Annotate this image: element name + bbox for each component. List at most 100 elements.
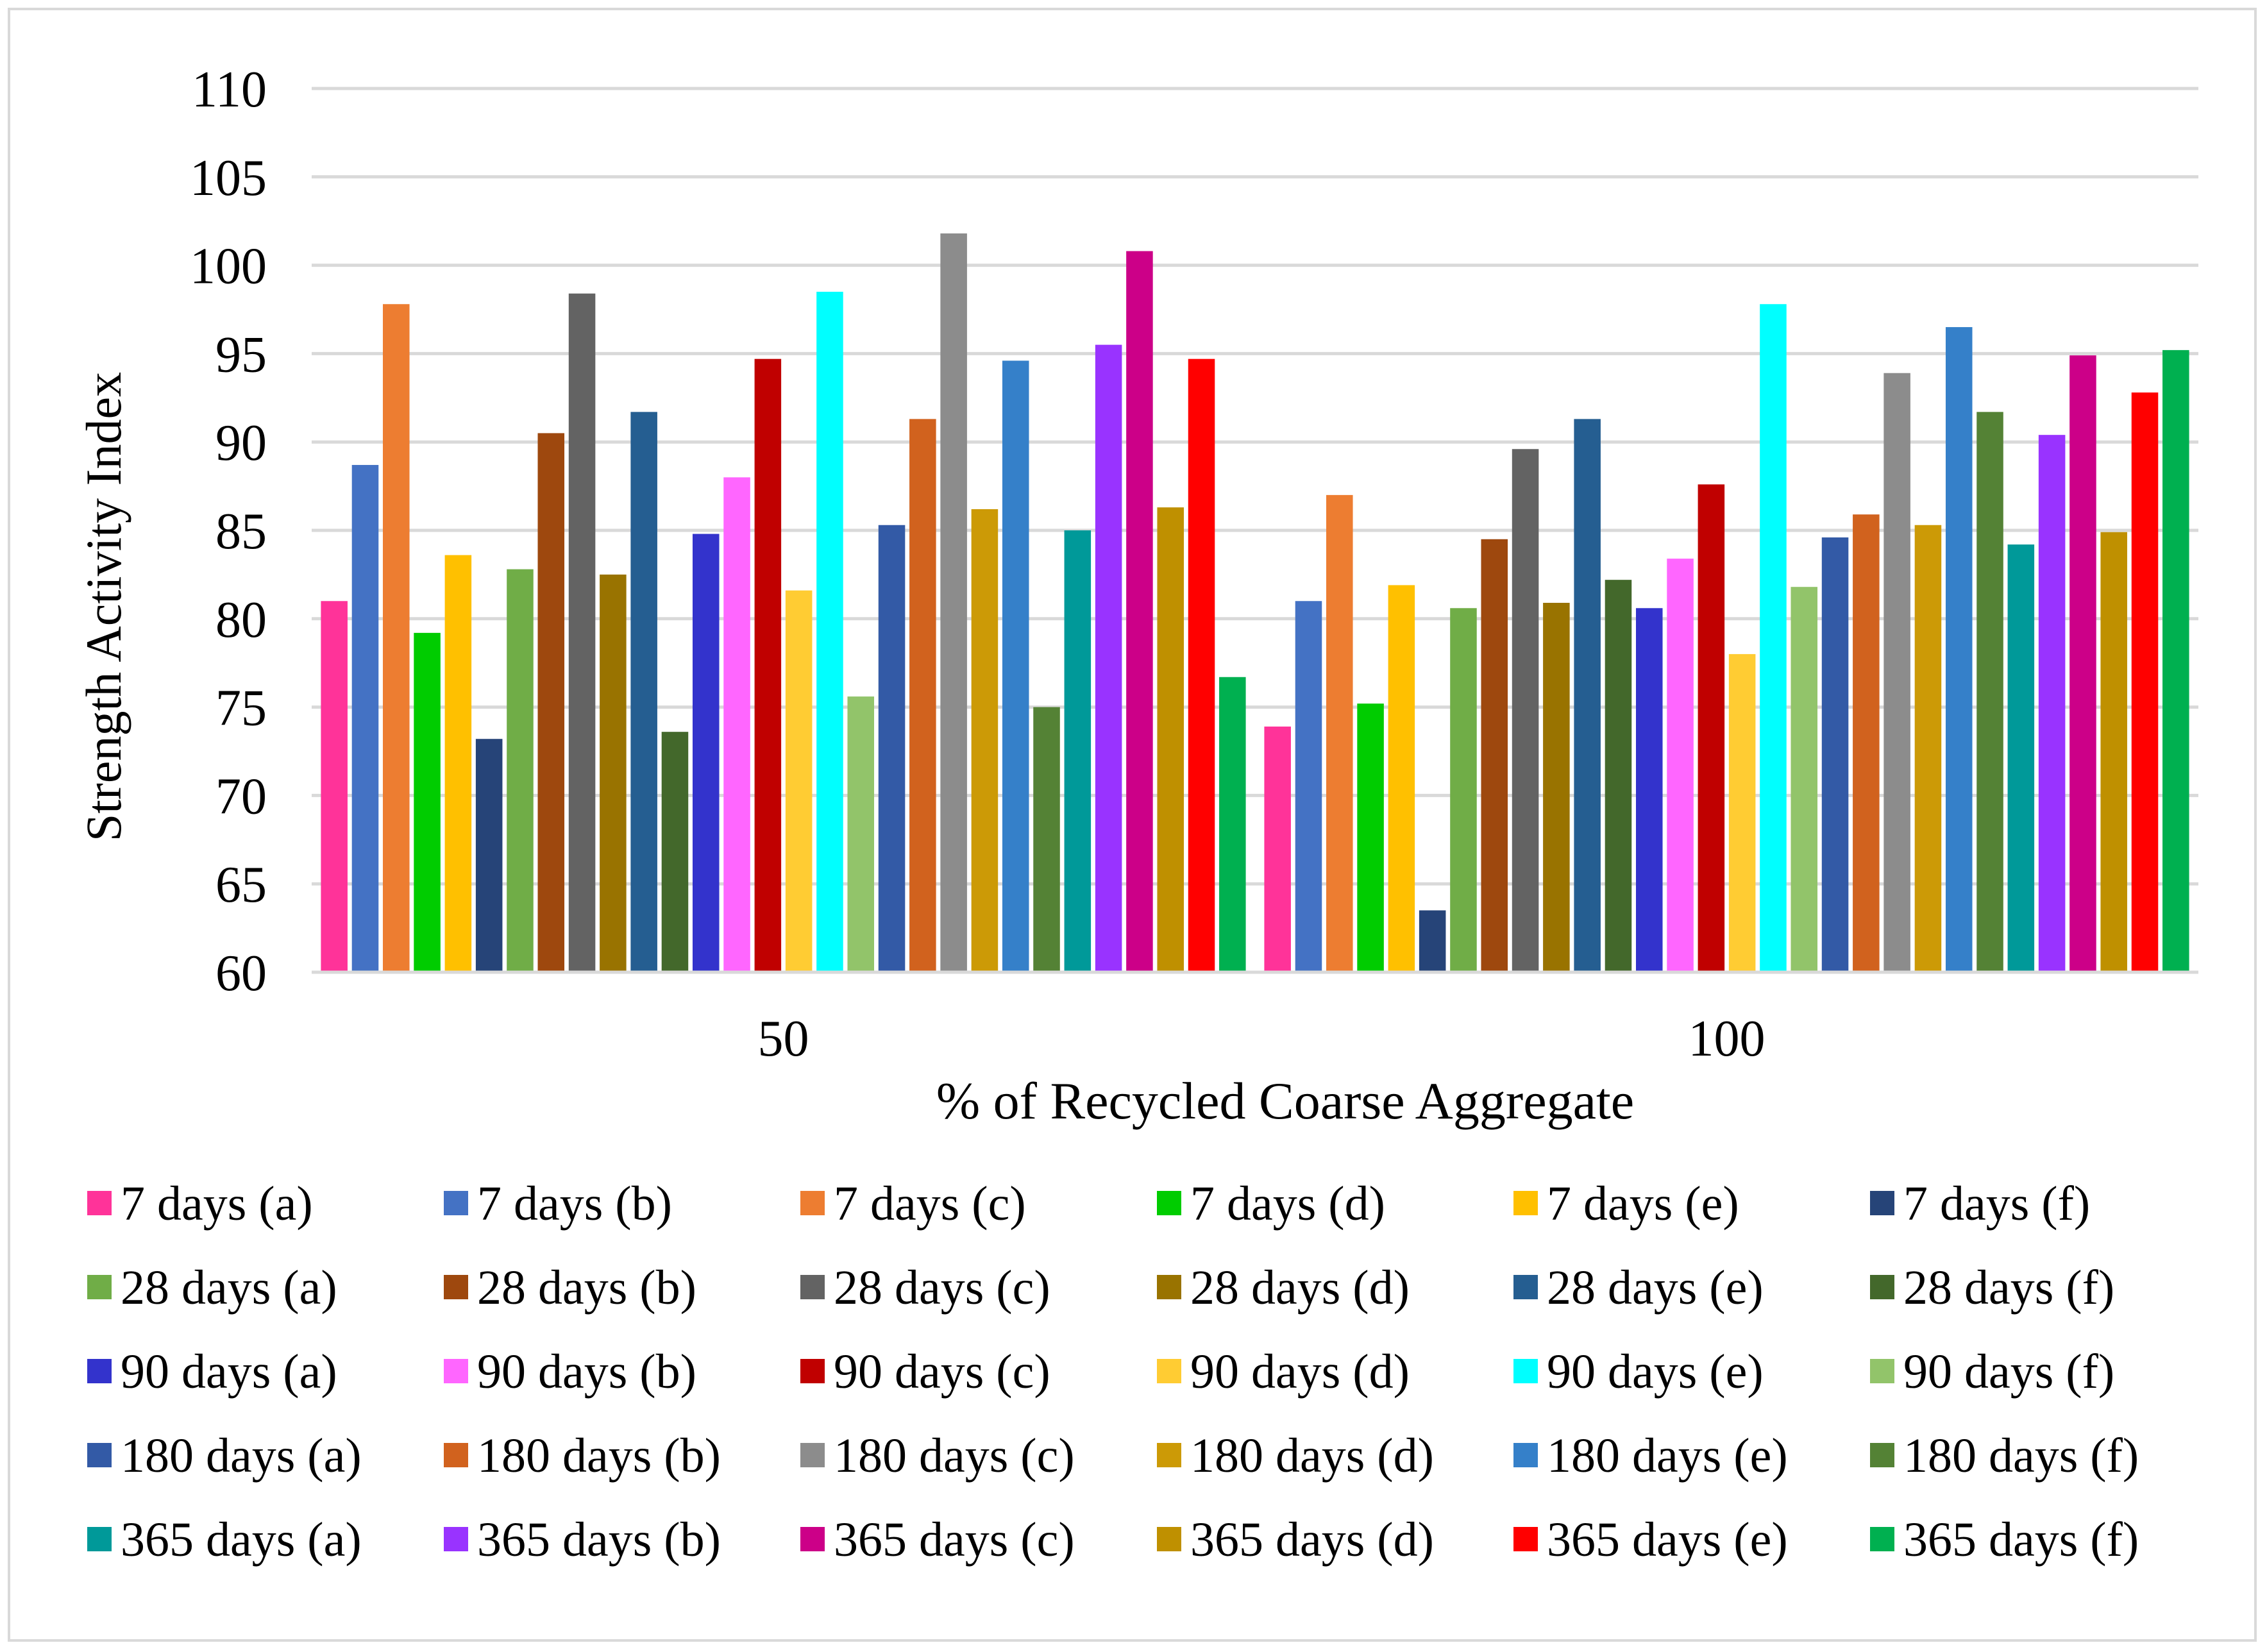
legend-swatch xyxy=(444,1443,468,1467)
legend-label: 365 days (a) xyxy=(121,1513,362,1567)
bar-90-days-a-50 xyxy=(692,534,720,972)
legend-label: 28 days (b) xyxy=(477,1261,696,1315)
bar-180-days-b-50 xyxy=(909,419,936,972)
legend-swatch xyxy=(1157,1527,1181,1551)
bar-365-days-b-50 xyxy=(1095,344,1122,972)
bar-180-days-a-100 xyxy=(1821,537,1849,972)
y-tick-label: 70 xyxy=(215,768,267,825)
legend-label: 28 days (c) xyxy=(834,1261,1050,1315)
legend-swatch xyxy=(444,1359,468,1383)
legend-swatch xyxy=(1870,1443,1894,1467)
legend-swatch xyxy=(1870,1275,1894,1299)
legend-swatch xyxy=(444,1527,468,1551)
legend-swatch xyxy=(800,1443,825,1467)
bar-28-days-e-50 xyxy=(630,412,657,972)
bar-365-days-f-50 xyxy=(1219,677,1246,972)
bar-7-days-c-50 xyxy=(383,304,410,973)
legend-label: 90 days (e) xyxy=(1547,1345,1764,1399)
legend-swatch xyxy=(87,1527,112,1551)
bar-7-days-e-50 xyxy=(444,555,472,972)
y-axis-label: Strength Activity Index xyxy=(76,372,131,841)
legend-swatch xyxy=(1513,1443,1538,1467)
legend-label: 180 days (f) xyxy=(1903,1429,2139,1483)
bar-365-days-c-100 xyxy=(2069,355,2096,972)
legend-swatch xyxy=(1157,1191,1181,1215)
legend-label: 180 days (c) xyxy=(834,1429,1075,1483)
bar-180-days-c-100 xyxy=(1884,373,1910,972)
bar-28-days-b-100 xyxy=(1481,539,1508,972)
bar-365-days-b-100 xyxy=(2038,435,2066,972)
bar-28-days-f-50 xyxy=(661,732,689,972)
legend-swatch xyxy=(87,1443,112,1467)
bar-7-days-d-100 xyxy=(1357,704,1384,972)
legend-swatch xyxy=(87,1359,112,1383)
legend-label: 28 days (f) xyxy=(1903,1261,2114,1315)
legend-swatch xyxy=(800,1191,825,1215)
legend-label: 90 days (b) xyxy=(477,1345,696,1399)
bar-180-days-f-50 xyxy=(1033,707,1060,972)
legend-swatch xyxy=(1870,1191,1894,1215)
y-tick-label: 85 xyxy=(215,503,267,560)
legend-label: 90 days (c) xyxy=(834,1345,1050,1399)
x-axis-ticks: 50 100 xyxy=(758,1011,1766,1067)
y-tick-label: 100 xyxy=(190,239,267,295)
legend-label: 180 days (e) xyxy=(1547,1429,1788,1483)
legend-swatch xyxy=(1157,1275,1181,1299)
legend-label: 365 days (f) xyxy=(1903,1513,2139,1567)
bar-28-days-c-100 xyxy=(1512,449,1539,972)
bar-180-days-c-50 xyxy=(940,233,967,973)
bar-365-days-a-100 xyxy=(2007,544,2035,972)
bar-90-days-d-50 xyxy=(785,590,813,972)
bar-90-days-e-50 xyxy=(816,291,843,973)
bar-90-days-b-100 xyxy=(1667,559,1694,972)
bar-365-days-a-50 xyxy=(1064,530,1091,972)
legend-swatch xyxy=(1513,1191,1538,1215)
y-tick-label: 105 xyxy=(190,150,267,206)
bar-7-days-b-50 xyxy=(351,465,379,972)
bar-7-days-b-100 xyxy=(1295,601,1322,972)
legend-swatch xyxy=(800,1275,825,1299)
bar-180-days-f-100 xyxy=(1976,412,2003,972)
legend-label: 7 days (d) xyxy=(1190,1177,1385,1231)
bars xyxy=(312,233,2198,974)
legend-label: 28 days (d) xyxy=(1190,1261,1410,1315)
legend-swatch xyxy=(800,1359,825,1383)
legend-label: 7 days (e) xyxy=(1547,1177,1739,1231)
bar-7-days-f-100 xyxy=(1419,910,1446,972)
legend-swatch xyxy=(87,1275,112,1299)
x-tick-label: 100 xyxy=(1689,1011,1766,1067)
bar-28-days-c-50 xyxy=(568,293,596,972)
bar-180-days-d-100 xyxy=(1914,525,1942,972)
legend-swatch xyxy=(1870,1359,1894,1383)
y-tick-label: 80 xyxy=(215,592,267,648)
bar-365-days-c-50 xyxy=(1126,251,1153,972)
legend-swatch xyxy=(1157,1359,1181,1383)
bar-180-days-b-100 xyxy=(1853,514,1880,972)
legend-swatch xyxy=(1870,1527,1894,1551)
bar-28-days-d-50 xyxy=(600,574,627,972)
legend-label: 7 days (c) xyxy=(834,1177,1026,1231)
legend-swatch xyxy=(1513,1275,1538,1299)
bar-90-days-c-50 xyxy=(754,358,782,972)
bar-28-days-a-50 xyxy=(507,569,534,972)
y-tick-label: 95 xyxy=(215,326,267,383)
legend-label: 90 days (f) xyxy=(1903,1345,2114,1399)
bar-28-days-b-50 xyxy=(537,433,565,972)
bar-90-days-c-100 xyxy=(1698,484,1725,972)
legend-label: 180 days (b) xyxy=(477,1429,721,1483)
legend-label: 365 days (c) xyxy=(834,1513,1075,1567)
bar-28-days-d-100 xyxy=(1543,602,1570,972)
bar-180-days-e-100 xyxy=(1945,327,1973,972)
bar-7-days-c-100 xyxy=(1326,494,1353,972)
y-axis-ticks: 60 65 70 75 80 85 90 95 100 105 110 xyxy=(190,62,267,1002)
x-axis-label: % of Recycled Coarse Aggregate xyxy=(936,1072,1634,1130)
y-tick-label: 90 xyxy=(215,415,267,471)
legend-label: 365 days (d) xyxy=(1190,1513,1434,1567)
bar-365-days-d-100 xyxy=(2100,532,2127,972)
bar-28-days-f-100 xyxy=(1605,580,1632,972)
bar-7-days-e-100 xyxy=(1388,585,1415,972)
y-tick-label: 75 xyxy=(215,680,267,737)
x-tick-label: 50 xyxy=(758,1011,809,1067)
legend-label: 90 days (d) xyxy=(1190,1345,1410,1399)
legend-label: 90 days (a) xyxy=(121,1345,337,1399)
